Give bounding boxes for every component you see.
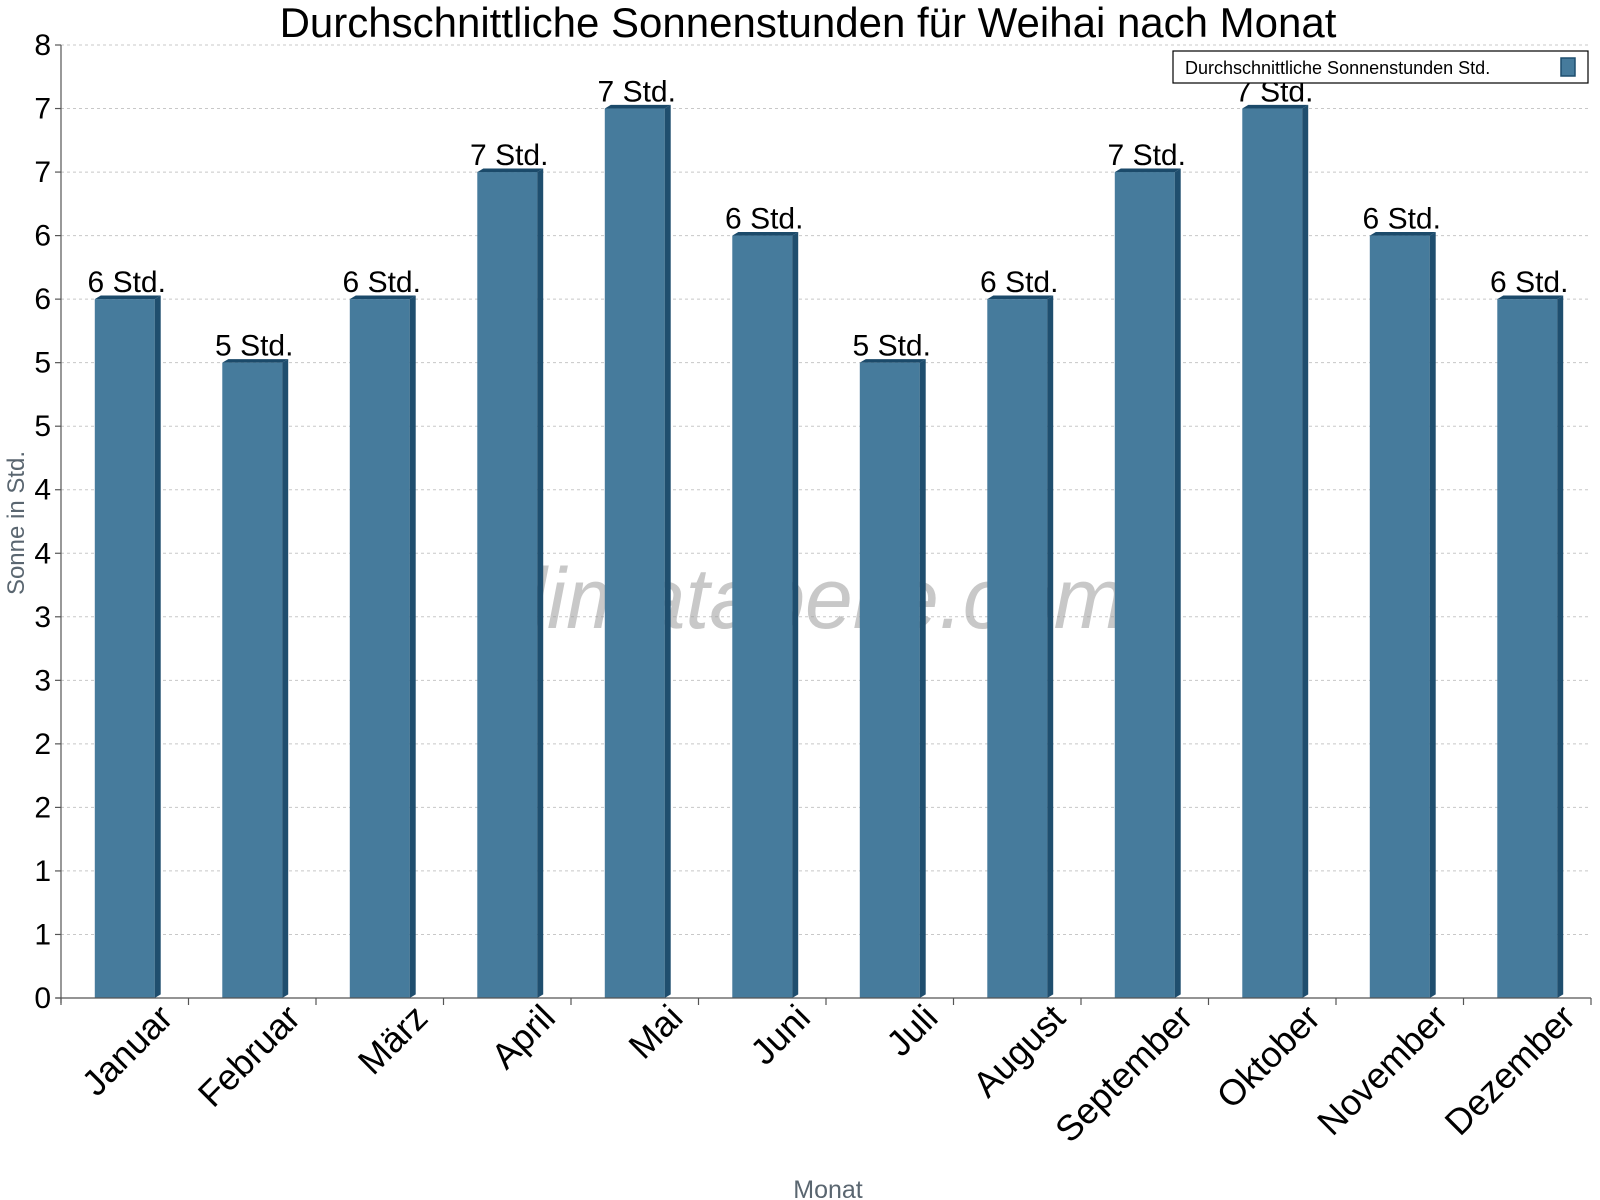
bar-top	[349, 295, 416, 300]
bar-top	[732, 232, 799, 236]
y-tick-label: 2	[34, 791, 51, 824]
data-label: 7 Std.	[470, 139, 548, 172]
chart-title: Durchschnittliche Sonnenstunden für Weih…	[280, 0, 1337, 46]
data-label: 6 Std.	[88, 266, 166, 299]
grid	[61, 44, 1591, 935]
bar-top	[859, 359, 926, 363]
data-label: 7 Std.	[598, 76, 676, 109]
bar	[604, 108, 665, 999]
bars	[94, 104, 1564, 999]
bar	[859, 362, 920, 999]
data-labels: 6 Std. 5 Std. 6 Std. 7 Std. 7 Std. 6 Std. 5 St…	[88, 76, 1569, 363]
data-label: 5 Std.	[853, 330, 931, 363]
y-tick-label: 1	[34, 855, 51, 888]
bar	[1242, 108, 1303, 999]
y-tick-label: 7	[34, 93, 51, 126]
y-tick-label: 5	[34, 410, 51, 443]
data-label: 6 Std.	[980, 266, 1058, 299]
bar-side	[1429, 232, 1436, 998]
bar-top	[1369, 232, 1436, 236]
x-axis-title: Monat	[793, 1176, 863, 1200]
bar-top	[987, 295, 1054, 300]
y-tick-label: 0	[34, 982, 51, 1015]
bar-top	[94, 295, 161, 300]
data-label: 6 Std.	[1490, 266, 1568, 299]
bar-top	[1114, 168, 1181, 173]
data-label: 6 Std.	[343, 266, 421, 299]
bar-side	[1047, 295, 1054, 998]
bar	[477, 172, 538, 999]
bar-top	[1242, 104, 1309, 109]
bar	[1497, 299, 1558, 999]
data-label: 6 Std.	[1363, 203, 1441, 236]
bar-side	[1302, 104, 1309, 998]
bar-top	[477, 168, 544, 173]
y-tick-label: 6	[34, 283, 51, 316]
y-tick-label: 3	[34, 664, 51, 697]
y-axis-title: Sonne in Std.	[3, 451, 30, 595]
data-label: 5 Std.	[215, 330, 293, 363]
bar-top	[222, 359, 289, 363]
bar-side	[409, 295, 416, 998]
y-tick-label: 2	[34, 728, 51, 761]
y-tick-label: 7	[34, 156, 51, 189]
bar-side	[919, 359, 926, 999]
bar-side	[1557, 295, 1564, 998]
legend-box	[1172, 50, 1589, 84]
bar	[987, 299, 1048, 999]
bar	[94, 299, 155, 999]
bar-side	[282, 359, 289, 999]
y-tick-label: 8	[34, 29, 51, 62]
bar	[1369, 235, 1430, 999]
y-tick-label: 1	[34, 918, 51, 951]
data-label: 7 Std.	[1108, 139, 1186, 172]
bar	[349, 299, 410, 999]
bar-side	[537, 168, 544, 998]
bar	[222, 362, 283, 999]
bar-side	[154, 295, 161, 998]
y-tick-label: 5	[34, 347, 51, 380]
bar	[732, 235, 793, 999]
bar	[1114, 172, 1175, 999]
bar-side	[792, 232, 799, 998]
bar-side	[1174, 168, 1181, 998]
y-tick-label: 4	[34, 537, 51, 570]
bar-side	[664, 104, 671, 998]
legend-label: Durchschnittliche Sonnenstunden Std.	[1185, 58, 1490, 78]
bar-top	[1497, 295, 1564, 300]
legend: Durchschnittliche Sonnenstunden Std.	[1172, 50, 1589, 84]
legend-swatch	[1560, 57, 1576, 77]
y-tick-label: 3	[34, 601, 51, 634]
y-tick-label: 6	[34, 220, 51, 253]
data-label: 6 Std.	[725, 203, 803, 236]
bar-top	[604, 104, 671, 109]
y-tick-label: 4	[34, 474, 51, 507]
